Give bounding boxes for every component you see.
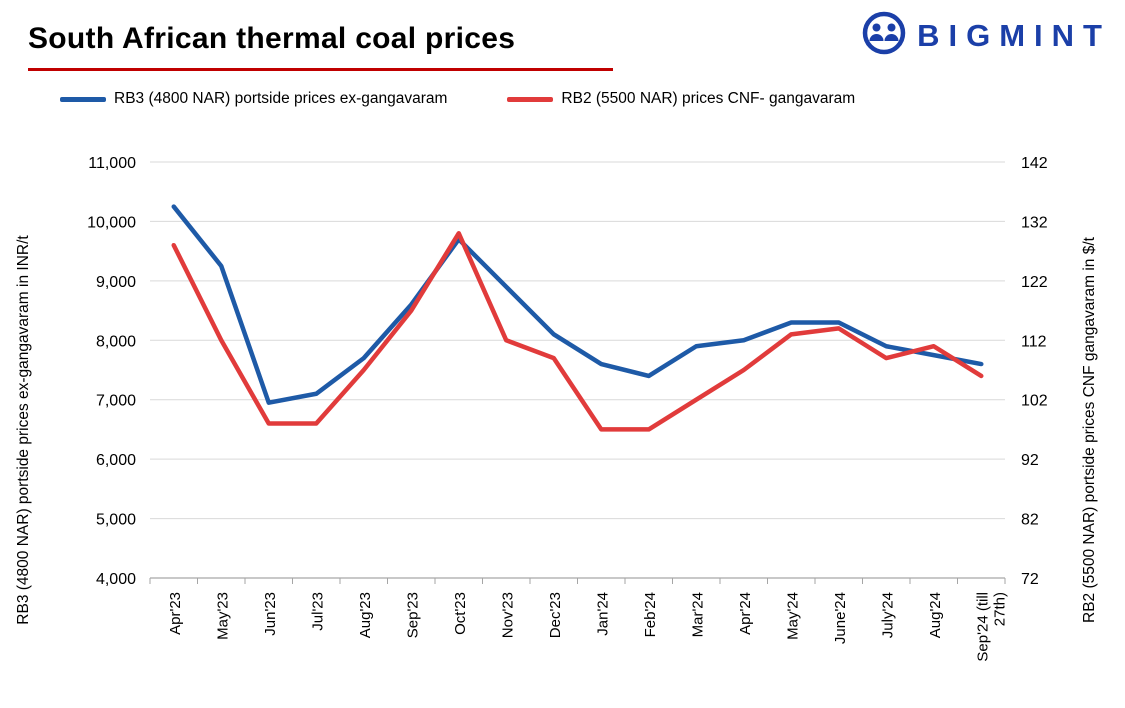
x-axis-category-label: Sep'23 (404, 592, 421, 638)
x-axis-category-label: Jan'24 (594, 592, 611, 636)
x-axis-category-label: Mar'24 (689, 592, 706, 637)
x-axis-category-label: Feb'24 (642, 592, 659, 637)
y-axis-left-tick-label: 8,000 (96, 333, 136, 350)
legend-label-rb3: RB3 (4800 NAR) portside prices ex-gangav… (114, 90, 448, 107)
x-axis-category-label: Dec'23 (547, 592, 564, 638)
legend-item-rb3: RB3 (4800 NAR) portside prices ex-gangav… (60, 90, 447, 108)
x-axis-category-label: Oct'23 (452, 592, 469, 635)
bigmint-logo-text: BIGMINT (917, 17, 1111, 53)
y-axis-right-tick-label: 142 (1021, 155, 1048, 172)
legend-label-rb2: RB2 (5500 NAR) prices CNF- gangavaram (561, 90, 856, 107)
y-axis-right-tick-label: 82 (1021, 512, 1039, 529)
x-axis-category-label: Aug'23 (357, 592, 374, 638)
rb2-line-series (171, 231, 984, 432)
chart-legend: RB3 (4800 NAR) portside prices ex-gangav… (60, 90, 855, 108)
y-axis-left-tick-label: 11,000 (88, 155, 136, 172)
chart-canvas: 11,000 142 10,000 132 9,000 122 8,000 112 7,000 1… (15, 155, 1098, 662)
x-axis-category-label: Apr'24 (737, 592, 754, 635)
y-axis-left-tick-label: 4,000 (96, 571, 136, 588)
y-axis-right-tick-label: 112 (1021, 333, 1047, 350)
x-axis-category-label: June'24 (832, 592, 849, 644)
y-axis-right-tick-label: 132 (1021, 214, 1048, 231)
chart-area: 11,000 142 10,000 132 9,000 122 8,000 112 7,000 1… (0, 130, 1125, 708)
x-axis-category-label: Nov'23 (499, 592, 516, 638)
rb3-line-series (171, 204, 984, 405)
x-axis-category-label: Apr'23 (167, 592, 184, 635)
x-axis-category-label: May'24 (784, 592, 801, 640)
y-axis-left-tick-label: 10,000 (87, 214, 136, 231)
legend-swatch-rb2 (507, 96, 554, 102)
bigmint-logo-icon (861, 10, 907, 61)
legend-swatch-rb3 (60, 96, 106, 102)
title-underline (28, 68, 613, 71)
y-axis-right-tick-label: 102 (1021, 393, 1048, 410)
chart-title: South African thermal coal prices (28, 22, 516, 55)
x-axis-category-label: Aug'24 (927, 592, 944, 638)
y-axis-left-tick-label: 5,000 (96, 512, 136, 529)
bigmint-logo: BIGMINT (861, 10, 1111, 61)
x-axis-category-label: 27th) (991, 592, 1008, 626)
legend-item-rb2: RB2 (5500 NAR) prices CNF- gangavaram (507, 90, 855, 108)
y-axis-right-tick-label: 92 (1021, 452, 1039, 469)
x-axis-category-label: Sep'24 (till (974, 592, 991, 662)
x-axis-category-label: May'23 (214, 592, 231, 640)
y-axis-right-title: RB2 (5500 NAR) portside prices CNF ganga… (1081, 236, 1098, 623)
y-axis-left-tick-label: 6,000 (96, 452, 136, 469)
y-axis-right-tick-label: 122 (1021, 274, 1048, 291)
y-axis-left-title: RB3 (4800 NAR) portside prices ex-gangav… (15, 235, 32, 625)
x-axis-category-label: Jun'23 (262, 592, 279, 636)
x-axis-category-label: July'24 (879, 592, 896, 638)
y-axis-left-tick-label: 9,000 (96, 274, 136, 291)
x-axis-category-label: Jul'23 (309, 592, 326, 631)
y-axis-left-tick-label: 7,000 (96, 393, 136, 410)
y-axis-right-tick-label: 72 (1021, 571, 1039, 588)
